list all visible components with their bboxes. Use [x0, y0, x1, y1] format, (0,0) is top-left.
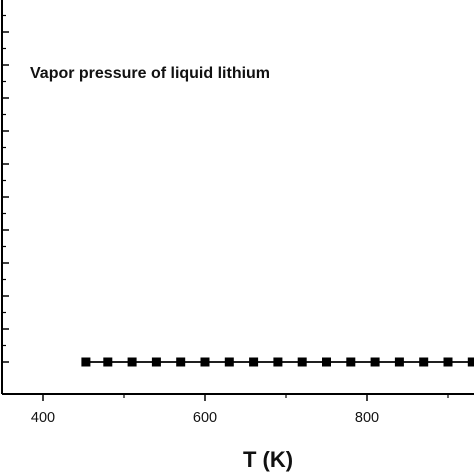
axes: [1, 0, 474, 395]
data-point: [200, 357, 210, 367]
x-ticks: 400600800100012001400: [31, 394, 449, 426]
data-point: [467, 357, 474, 367]
data-point: [151, 357, 161, 367]
data-point: [394, 357, 404, 367]
y-ticks: [2, 14, 9, 363]
data-point: [297, 357, 307, 367]
x-tick-label: 600: [193, 410, 217, 426]
data-point: [176, 357, 186, 367]
series-curve: [85, 361, 474, 363]
data-point: [103, 357, 113, 367]
data-point: [249, 357, 259, 367]
chart-annotation: Vapor pressure of liquid lithium: [30, 65, 270, 82]
data-point: [81, 357, 91, 367]
data-point: [273, 357, 283, 367]
data-point: [127, 357, 137, 367]
x-tick-label: 800: [355, 410, 379, 426]
series-line: [85, 361, 474, 363]
data-point: [370, 357, 380, 367]
data-point: [346, 357, 356, 367]
x-tick-label: 400: [31, 410, 55, 426]
series-points: [81, 357, 474, 367]
x-axis-title: T (K): [243, 447, 293, 472]
data-point: [322, 357, 331, 367]
data-point: [419, 357, 429, 367]
data-point: [224, 357, 234, 367]
data-point: [443, 357, 453, 367]
